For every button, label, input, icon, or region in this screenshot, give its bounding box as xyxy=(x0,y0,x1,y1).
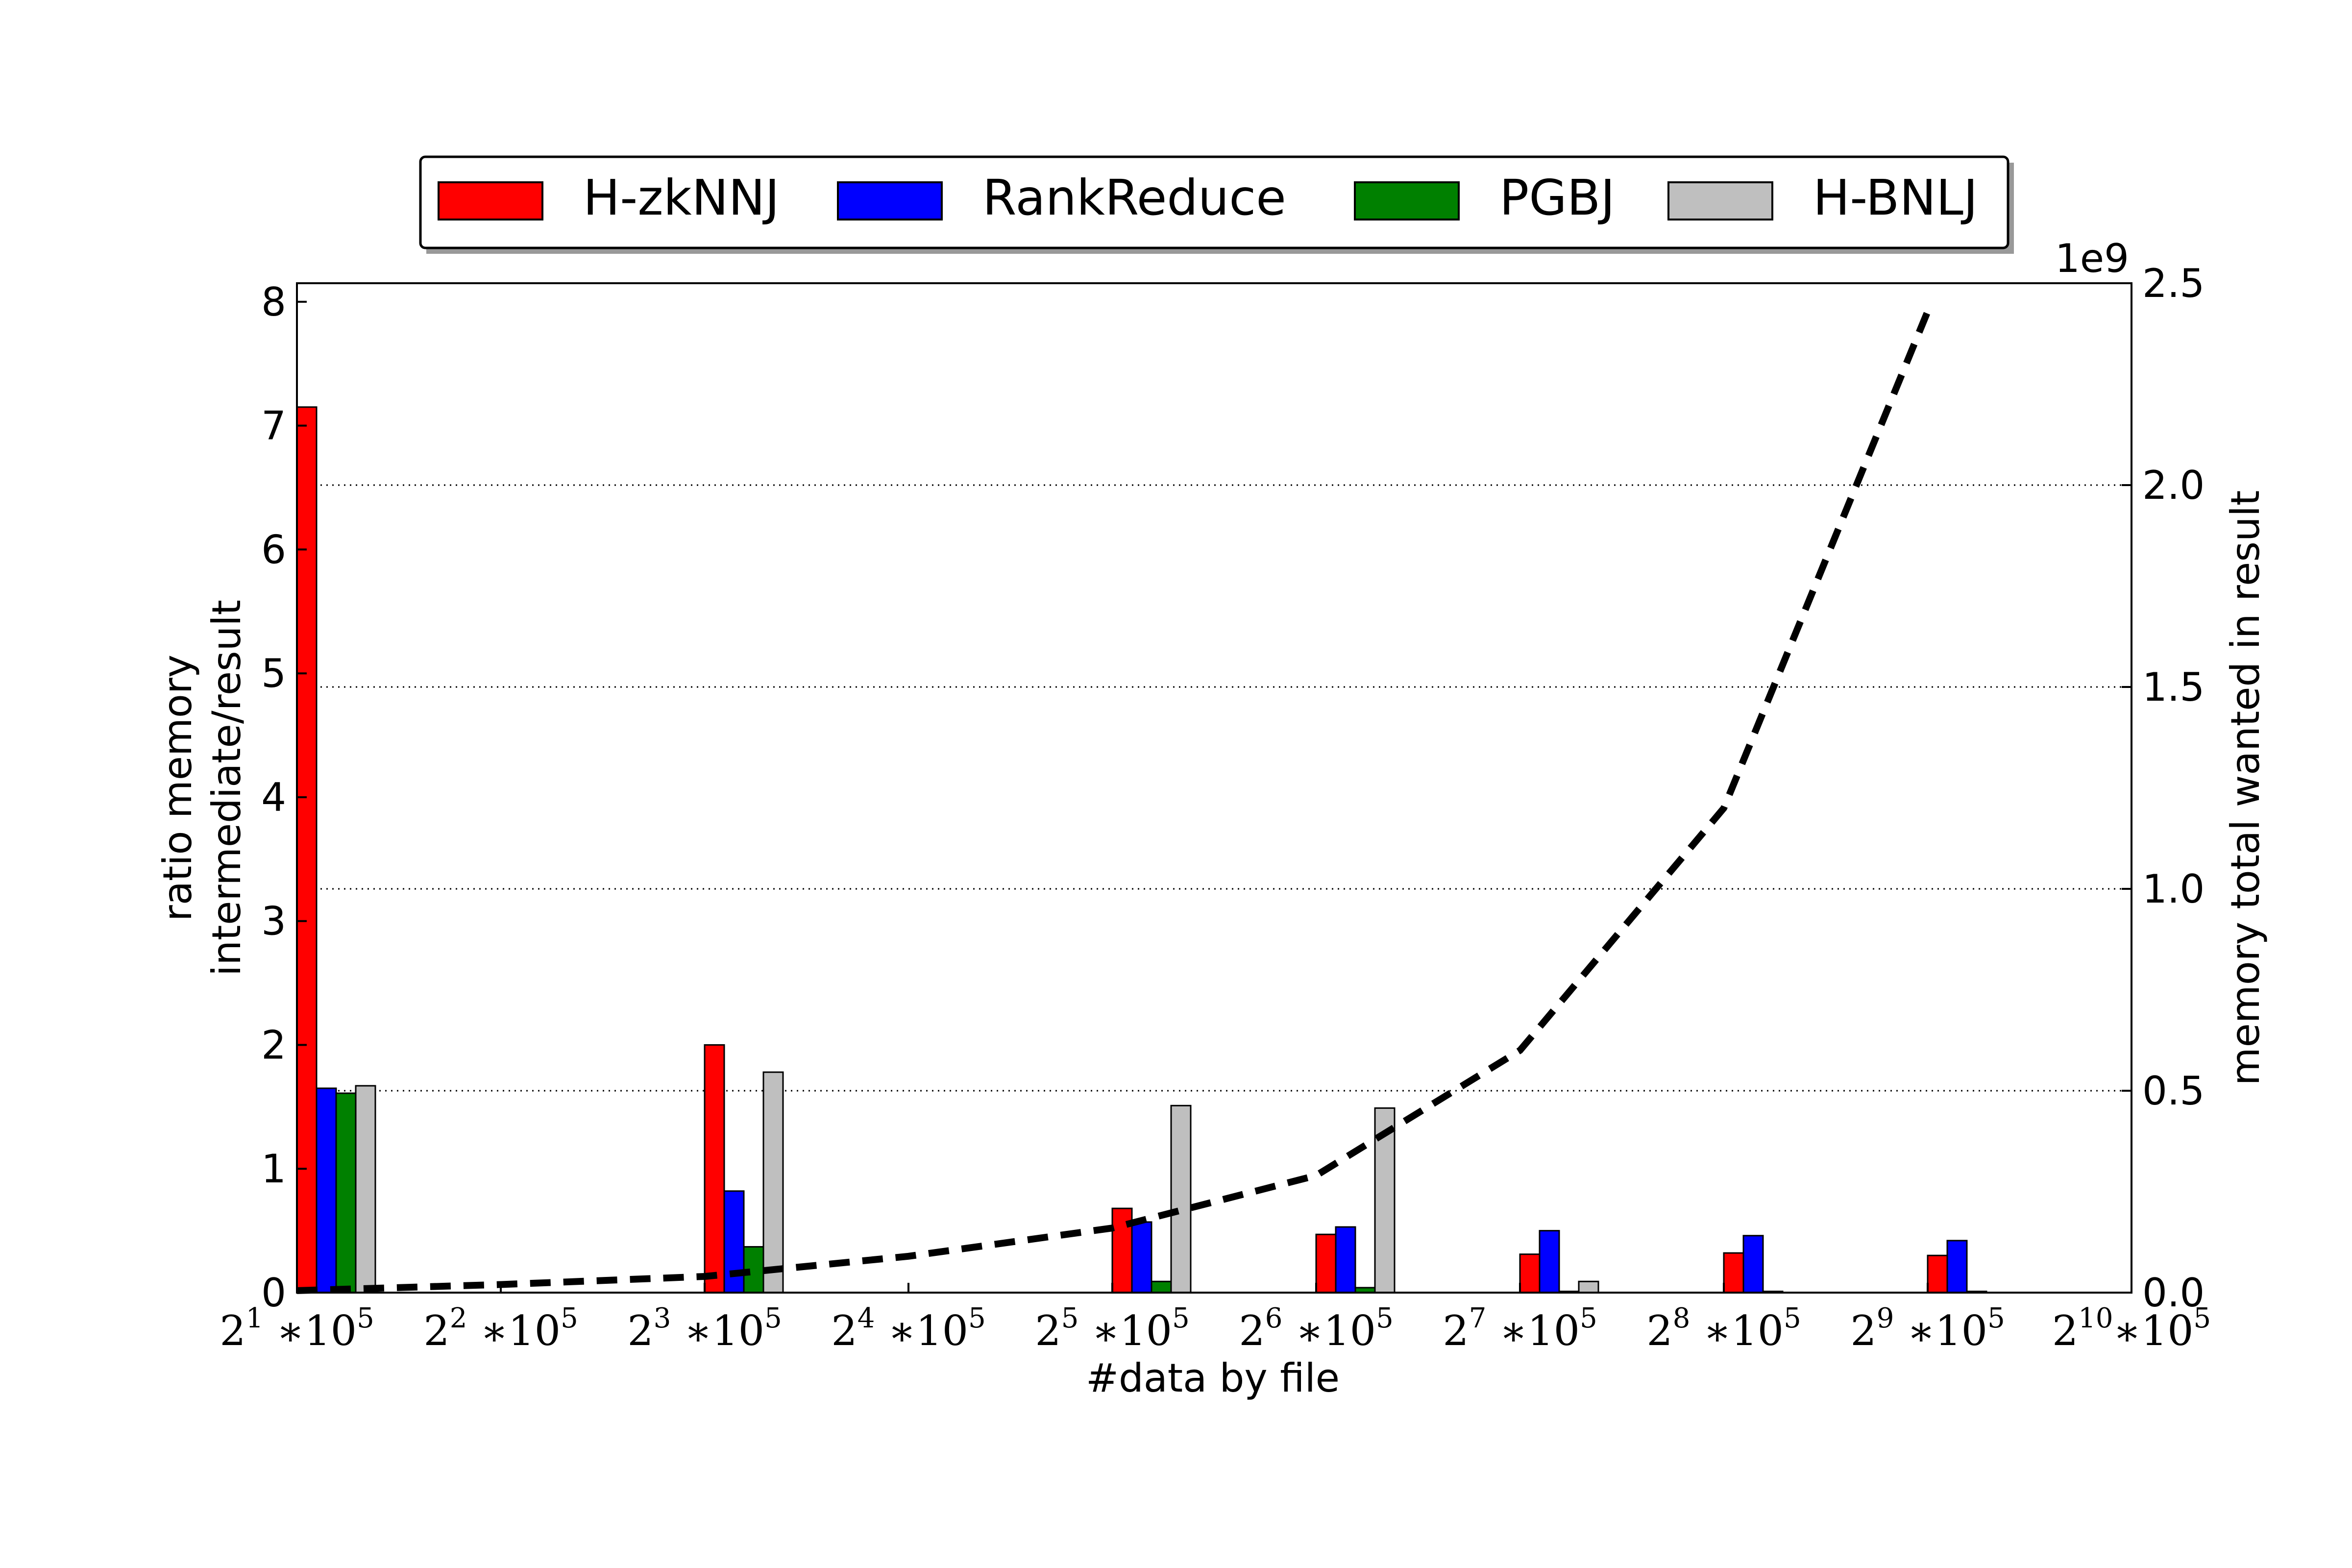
y-axis-left-label-line1: ratio memory xyxy=(155,655,200,921)
y-left-tick-label: 2 xyxy=(261,1022,286,1068)
legend-swatch-rankreduce xyxy=(837,181,943,220)
memory-total-line xyxy=(296,310,1931,1294)
bar-h-zknnj xyxy=(704,1044,725,1294)
legend: H-zkNNJ RankReduce PGBJ H-BNLJ xyxy=(419,155,2014,254)
y-left-tick-label: 8 xyxy=(261,279,286,325)
plot-frame xyxy=(296,282,2132,1294)
legend-label-h-bnlj: H-BNLJ xyxy=(1813,169,1978,226)
bar-h-bnlj xyxy=(762,1071,784,1294)
x-tick-label: 24 ∗105 xyxy=(831,1302,985,1355)
bar-rankreduce xyxy=(1335,1226,1356,1294)
bar-h-zknnj xyxy=(1723,1252,1744,1294)
grid xyxy=(297,484,2132,1092)
legend-swatch-h-zknnj xyxy=(438,181,543,220)
bar-rankreduce xyxy=(316,1087,337,1294)
x-tick-label: 21 ∗105 xyxy=(220,1302,374,1355)
legend-swatch-pgbj xyxy=(1354,181,1460,220)
legend-swatch-h-bnlj xyxy=(1667,181,1773,220)
x-tick-label: 25 ∗105 xyxy=(1035,1302,1189,1355)
bar-rankreduce xyxy=(1131,1221,1152,1294)
x-tick-label: 27 ∗105 xyxy=(1443,1302,1597,1355)
x-tick-label: 28 ∗105 xyxy=(1646,1302,1801,1355)
x-tick-label: 29 ∗105 xyxy=(1850,1302,2005,1355)
bar-rankreduce xyxy=(1946,1240,1968,1294)
x-tick-label: 210∗105 xyxy=(2052,1302,2211,1355)
y-right-tick-label: 2.0 xyxy=(2142,463,2205,508)
y-axis-right-label: memory total wanted in result xyxy=(2223,490,2268,1086)
y-right-tick-label: 1.5 xyxy=(2142,664,2205,710)
bar-h-zknnj xyxy=(296,406,318,1294)
bar-h-bnlj xyxy=(1578,1280,1599,1294)
bar-h-bnlj xyxy=(355,1085,376,1294)
y-left-tick-label: 5 xyxy=(261,651,286,696)
y-left-tick-label: 3 xyxy=(261,899,286,944)
bar-rankreduce xyxy=(1539,1230,1560,1294)
legend-label-rankreduce: RankReduce xyxy=(982,169,1286,226)
y-left-tick-label: 1 xyxy=(261,1146,286,1192)
left-axis: 0 1 2 3 4 5 6 7 8 xyxy=(261,279,307,1316)
bar-rankreduce xyxy=(1742,1235,1764,1294)
bar-pgbj xyxy=(335,1092,357,1294)
y-right-tick-label: 0.5 xyxy=(2142,1068,2205,1114)
y-right-tick-label: 0.0 xyxy=(2142,1270,2205,1316)
x-tick-label: 22 ∗105 xyxy=(423,1302,578,1355)
y-left-tick-label: 0 xyxy=(261,1270,286,1316)
y-left-tick-label: 6 xyxy=(261,527,286,572)
y-axis-left-label-line2: intermediate/result xyxy=(204,600,249,976)
y-left-tick-label: 4 xyxy=(261,775,286,820)
bars xyxy=(296,406,1987,1294)
right-axis: 0.0 0.5 1.0 1.5 2.0 2.5 xyxy=(2122,261,2205,1316)
x-axis-label: #data by file xyxy=(1086,1355,1340,1401)
bar-h-zknnj xyxy=(1519,1253,1541,1294)
bar-h-zknnj xyxy=(1927,1254,1948,1294)
x-axis: 21 ∗105 22 ∗105 23 ∗105 24 ∗105 25 ∗105 26 ∗1… xyxy=(220,1283,2211,1355)
y-right-tick-label: 2.5 xyxy=(2142,261,2205,306)
bar-h-bnlj xyxy=(1170,1104,1192,1294)
x-tick-label: 23 ∗105 xyxy=(627,1302,782,1355)
bar-rankreduce xyxy=(723,1190,745,1294)
legend-box xyxy=(419,155,2009,249)
legend-label-pgbj: PGBJ xyxy=(1499,169,1615,226)
right-axis-multiplier: 1e9 xyxy=(2055,236,2129,281)
x-tick-label: 26 ∗105 xyxy=(1239,1302,1393,1355)
bar-pgbj xyxy=(1151,1280,1172,1294)
y-right-tick-label: 1.0 xyxy=(2142,866,2205,912)
y-left-tick-label: 7 xyxy=(261,403,286,449)
legend-label-h-zknnj: H-zkNNJ xyxy=(583,169,780,226)
bar-h-zknnj xyxy=(1315,1233,1337,1294)
